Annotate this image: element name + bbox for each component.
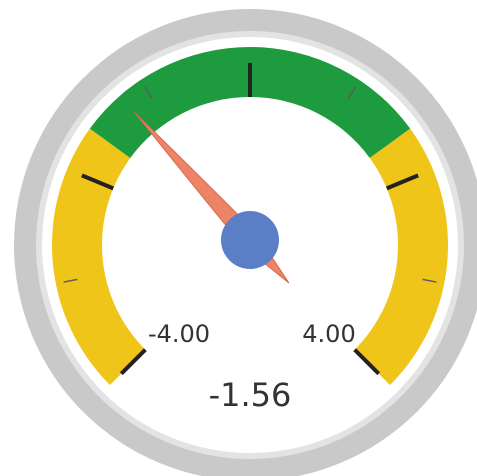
gauge-max-label: 4.00 bbox=[302, 320, 355, 348]
gauge-band-0 bbox=[51, 128, 146, 386]
gauge-ticks bbox=[63, 63, 437, 376]
gauge-band-1 bbox=[89, 46, 411, 159]
gauge-value-readout: -1.56 bbox=[209, 376, 292, 414]
gauge-major-tick-0 bbox=[119, 348, 147, 376]
gauge-minor-tick-3 bbox=[422, 278, 437, 283]
gauge-minor-tick-0 bbox=[63, 278, 78, 283]
gauge-major-tick-4 bbox=[353, 348, 381, 376]
gauge-bands bbox=[51, 46, 448, 386]
gauge-hub bbox=[221, 211, 279, 269]
gauge-min-label: -4.00 bbox=[148, 320, 210, 348]
gauge-major-tick-1 bbox=[81, 173, 115, 191]
gauge-minor-tick-2 bbox=[347, 86, 357, 100]
gauge-band-2 bbox=[354, 128, 448, 386]
gauge-major-tick-3 bbox=[385, 173, 419, 191]
gauge-minor-tick-1 bbox=[143, 86, 153, 100]
